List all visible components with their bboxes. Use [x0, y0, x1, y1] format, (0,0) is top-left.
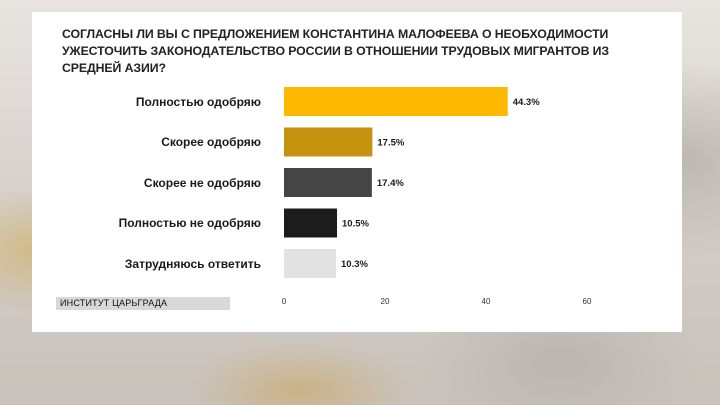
category-label: Полностью не одобряю — [118, 216, 261, 230]
value-label: 17.5% — [377, 138, 404, 149]
value-label: 10.5% — [342, 219, 369, 230]
bar — [284, 87, 508, 116]
category-label: Затрудняюсь ответить — [124, 256, 261, 271]
value-label: 17.4% — [377, 178, 404, 189]
x-tick-label: 60 — [583, 297, 592, 306]
x-tick-label: 20 — [381, 297, 390, 306]
chart-card: СОГЛАСНЫ ЛИ ВЫ С ПРЕДЛОЖЕНИЕМ КОНСТАНТИН… — [32, 12, 682, 332]
chart-title: СОГЛАСНЫ ЛИ ВЫ С ПРЕДЛОЖЕНИЕМ КОНСТАНТИН… — [62, 27, 610, 75]
value-label: 44.3% — [513, 97, 540, 108]
category-label: Полностью одобряю — [135, 94, 261, 109]
bar — [284, 127, 373, 157]
category-label: Скорее не одобряю — [143, 175, 261, 190]
bar — [284, 208, 338, 238]
bar — [284, 168, 372, 197]
source-label: ИНСТИТУТ ЦАРЬГРАДА — [56, 297, 230, 310]
value-label: 10.3% — [341, 259, 368, 270]
bar-chart: 44.3% 17.5% 17.4% 10.5% 10.3% 0 20 40 60 — [282, 87, 592, 306]
bar — [284, 249, 337, 278]
category-label: Скорее одобряю — [161, 135, 261, 149]
x-tick-label: 0 — [282, 297, 287, 306]
x-tick-label: 40 — [482, 297, 491, 306]
